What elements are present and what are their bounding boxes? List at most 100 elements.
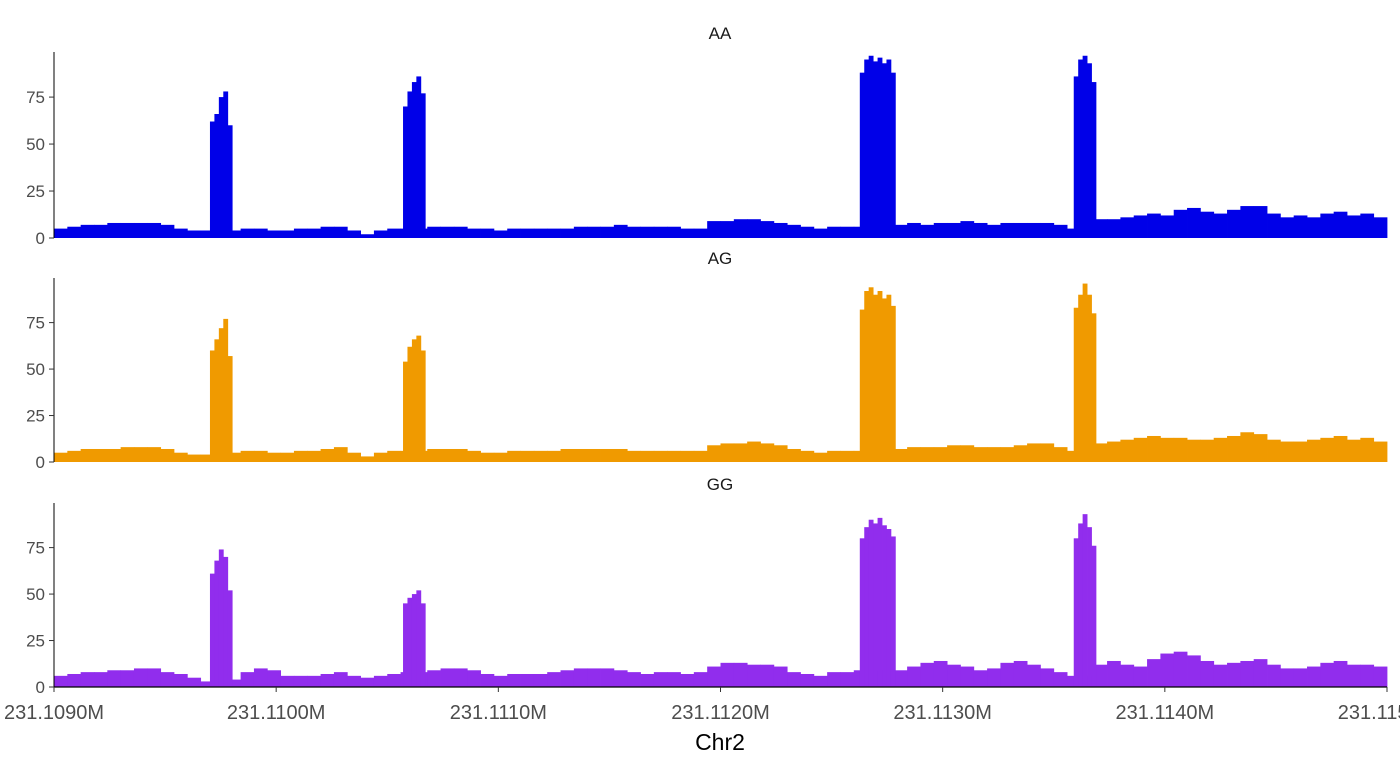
coverage-bar xyxy=(613,670,628,687)
coverage-bar xyxy=(320,673,335,687)
coverage-bar xyxy=(1040,443,1055,462)
coverage-bar xyxy=(107,670,122,687)
coverage-bar xyxy=(507,450,521,462)
y-tick-label: 25 xyxy=(26,632,45,651)
peak-bar xyxy=(873,294,878,462)
x-tick-label: 231.1150M xyxy=(1338,702,1400,724)
coverage-bar xyxy=(347,230,361,238)
coverage-bar xyxy=(1240,206,1255,238)
coverage-bar xyxy=(520,228,535,238)
peak-bar xyxy=(214,114,220,238)
coverage-bar xyxy=(347,675,361,687)
coverage-bar xyxy=(787,672,801,687)
panel-aa: AA 0 25 50 75 xyxy=(26,24,1388,248)
coverage-bar xyxy=(107,222,122,238)
coverage-bar xyxy=(93,672,108,687)
x-tick-label: 231.1100M xyxy=(227,702,326,724)
coverage-bar xyxy=(640,450,655,462)
coverage-bar xyxy=(187,677,202,687)
peak-bar xyxy=(209,573,215,687)
coverage-bar xyxy=(827,672,841,687)
coverage-bar xyxy=(1027,443,1041,462)
coverage-bar xyxy=(933,447,948,462)
peak-bar xyxy=(223,318,229,462)
peak-bar xyxy=(420,93,426,238)
peak-bar xyxy=(1091,545,1097,687)
peak-bar xyxy=(403,106,408,238)
peak-bar xyxy=(416,76,422,238)
coverage-bar xyxy=(293,450,308,462)
panel-ag: AG 0 25 50 75 xyxy=(26,249,1388,472)
coverage-bar xyxy=(1333,211,1348,238)
coverage-bar xyxy=(267,452,282,462)
peak-bar xyxy=(1082,55,1088,239)
coverage-bar xyxy=(800,673,815,687)
coverage-bar xyxy=(1173,209,1188,238)
coverage-bar xyxy=(893,448,908,462)
peak-bar xyxy=(416,335,422,462)
coverage-bar xyxy=(107,448,122,462)
coverage-bar xyxy=(773,222,788,238)
coverage-bar xyxy=(947,445,961,462)
coverage-bar xyxy=(560,228,575,238)
coverage-bar xyxy=(1013,660,1028,687)
coverage-bar xyxy=(1347,215,1361,238)
y-tick-label: 50 xyxy=(26,360,45,379)
coverage-bar xyxy=(1307,666,1321,687)
coverage-bar xyxy=(333,226,348,238)
coverage-bar xyxy=(707,221,721,238)
coverage-bar xyxy=(1053,447,1068,462)
coverage-bar xyxy=(120,447,135,462)
peak-bar xyxy=(411,594,417,687)
coverage-bar xyxy=(1013,222,1028,238)
coverage-bar xyxy=(493,452,508,462)
peak-bar xyxy=(1082,514,1088,687)
coverage-bar xyxy=(1107,219,1121,238)
y-tick-label: 75 xyxy=(26,88,45,107)
peak-bar xyxy=(1073,307,1079,462)
x-tick-label: 231.1110M xyxy=(450,702,547,724)
coverage-bar xyxy=(733,219,748,238)
coverage-bar xyxy=(1120,217,1135,238)
peak-bar xyxy=(882,525,887,687)
coverage-bar xyxy=(1133,666,1148,687)
peak-bar xyxy=(223,556,229,687)
coverage-bar xyxy=(1360,213,1375,238)
coverage-bar xyxy=(840,226,855,238)
y-tick-label: 0 xyxy=(36,678,45,697)
coverage-bar xyxy=(440,668,455,687)
coverage-bar xyxy=(120,222,135,238)
coverage-bar xyxy=(987,224,1001,238)
coverage-bar xyxy=(240,228,255,238)
y-tick-label: 75 xyxy=(26,539,45,558)
y-tick-label: 50 xyxy=(26,135,45,154)
coverage-bar xyxy=(1213,213,1228,238)
coverage-bar xyxy=(1360,664,1375,687)
coverage-bar xyxy=(133,668,148,687)
coverage-bar xyxy=(960,445,975,462)
coverage-bar xyxy=(733,662,748,687)
coverage-bar xyxy=(573,226,588,238)
coverage-bar xyxy=(1093,219,1108,238)
coverage-bar xyxy=(320,226,335,238)
coverage-bar xyxy=(160,224,175,238)
coverage-bar xyxy=(627,672,641,687)
coverage-bar xyxy=(600,226,615,238)
coverage-bar xyxy=(1040,222,1055,238)
coverage-bar xyxy=(613,224,628,238)
y-tick-label: 25 xyxy=(26,407,45,426)
coverage-bar xyxy=(147,668,162,687)
coverage-bar xyxy=(1320,213,1335,238)
coverage-bar xyxy=(467,670,481,687)
coverage-bar xyxy=(840,450,855,462)
coverage-bar xyxy=(760,221,775,238)
coverage-bar xyxy=(1173,651,1188,687)
coverage-bar xyxy=(1213,664,1228,687)
peak-bar xyxy=(877,517,883,687)
coverage-bar xyxy=(693,672,708,687)
coverage-bar xyxy=(720,221,735,238)
coverage-bar xyxy=(1000,447,1015,462)
panel-gg: GG 0 25 50 75 xyxy=(26,475,1388,697)
coverage-bar xyxy=(1107,660,1121,687)
coverage-bar xyxy=(720,443,735,462)
